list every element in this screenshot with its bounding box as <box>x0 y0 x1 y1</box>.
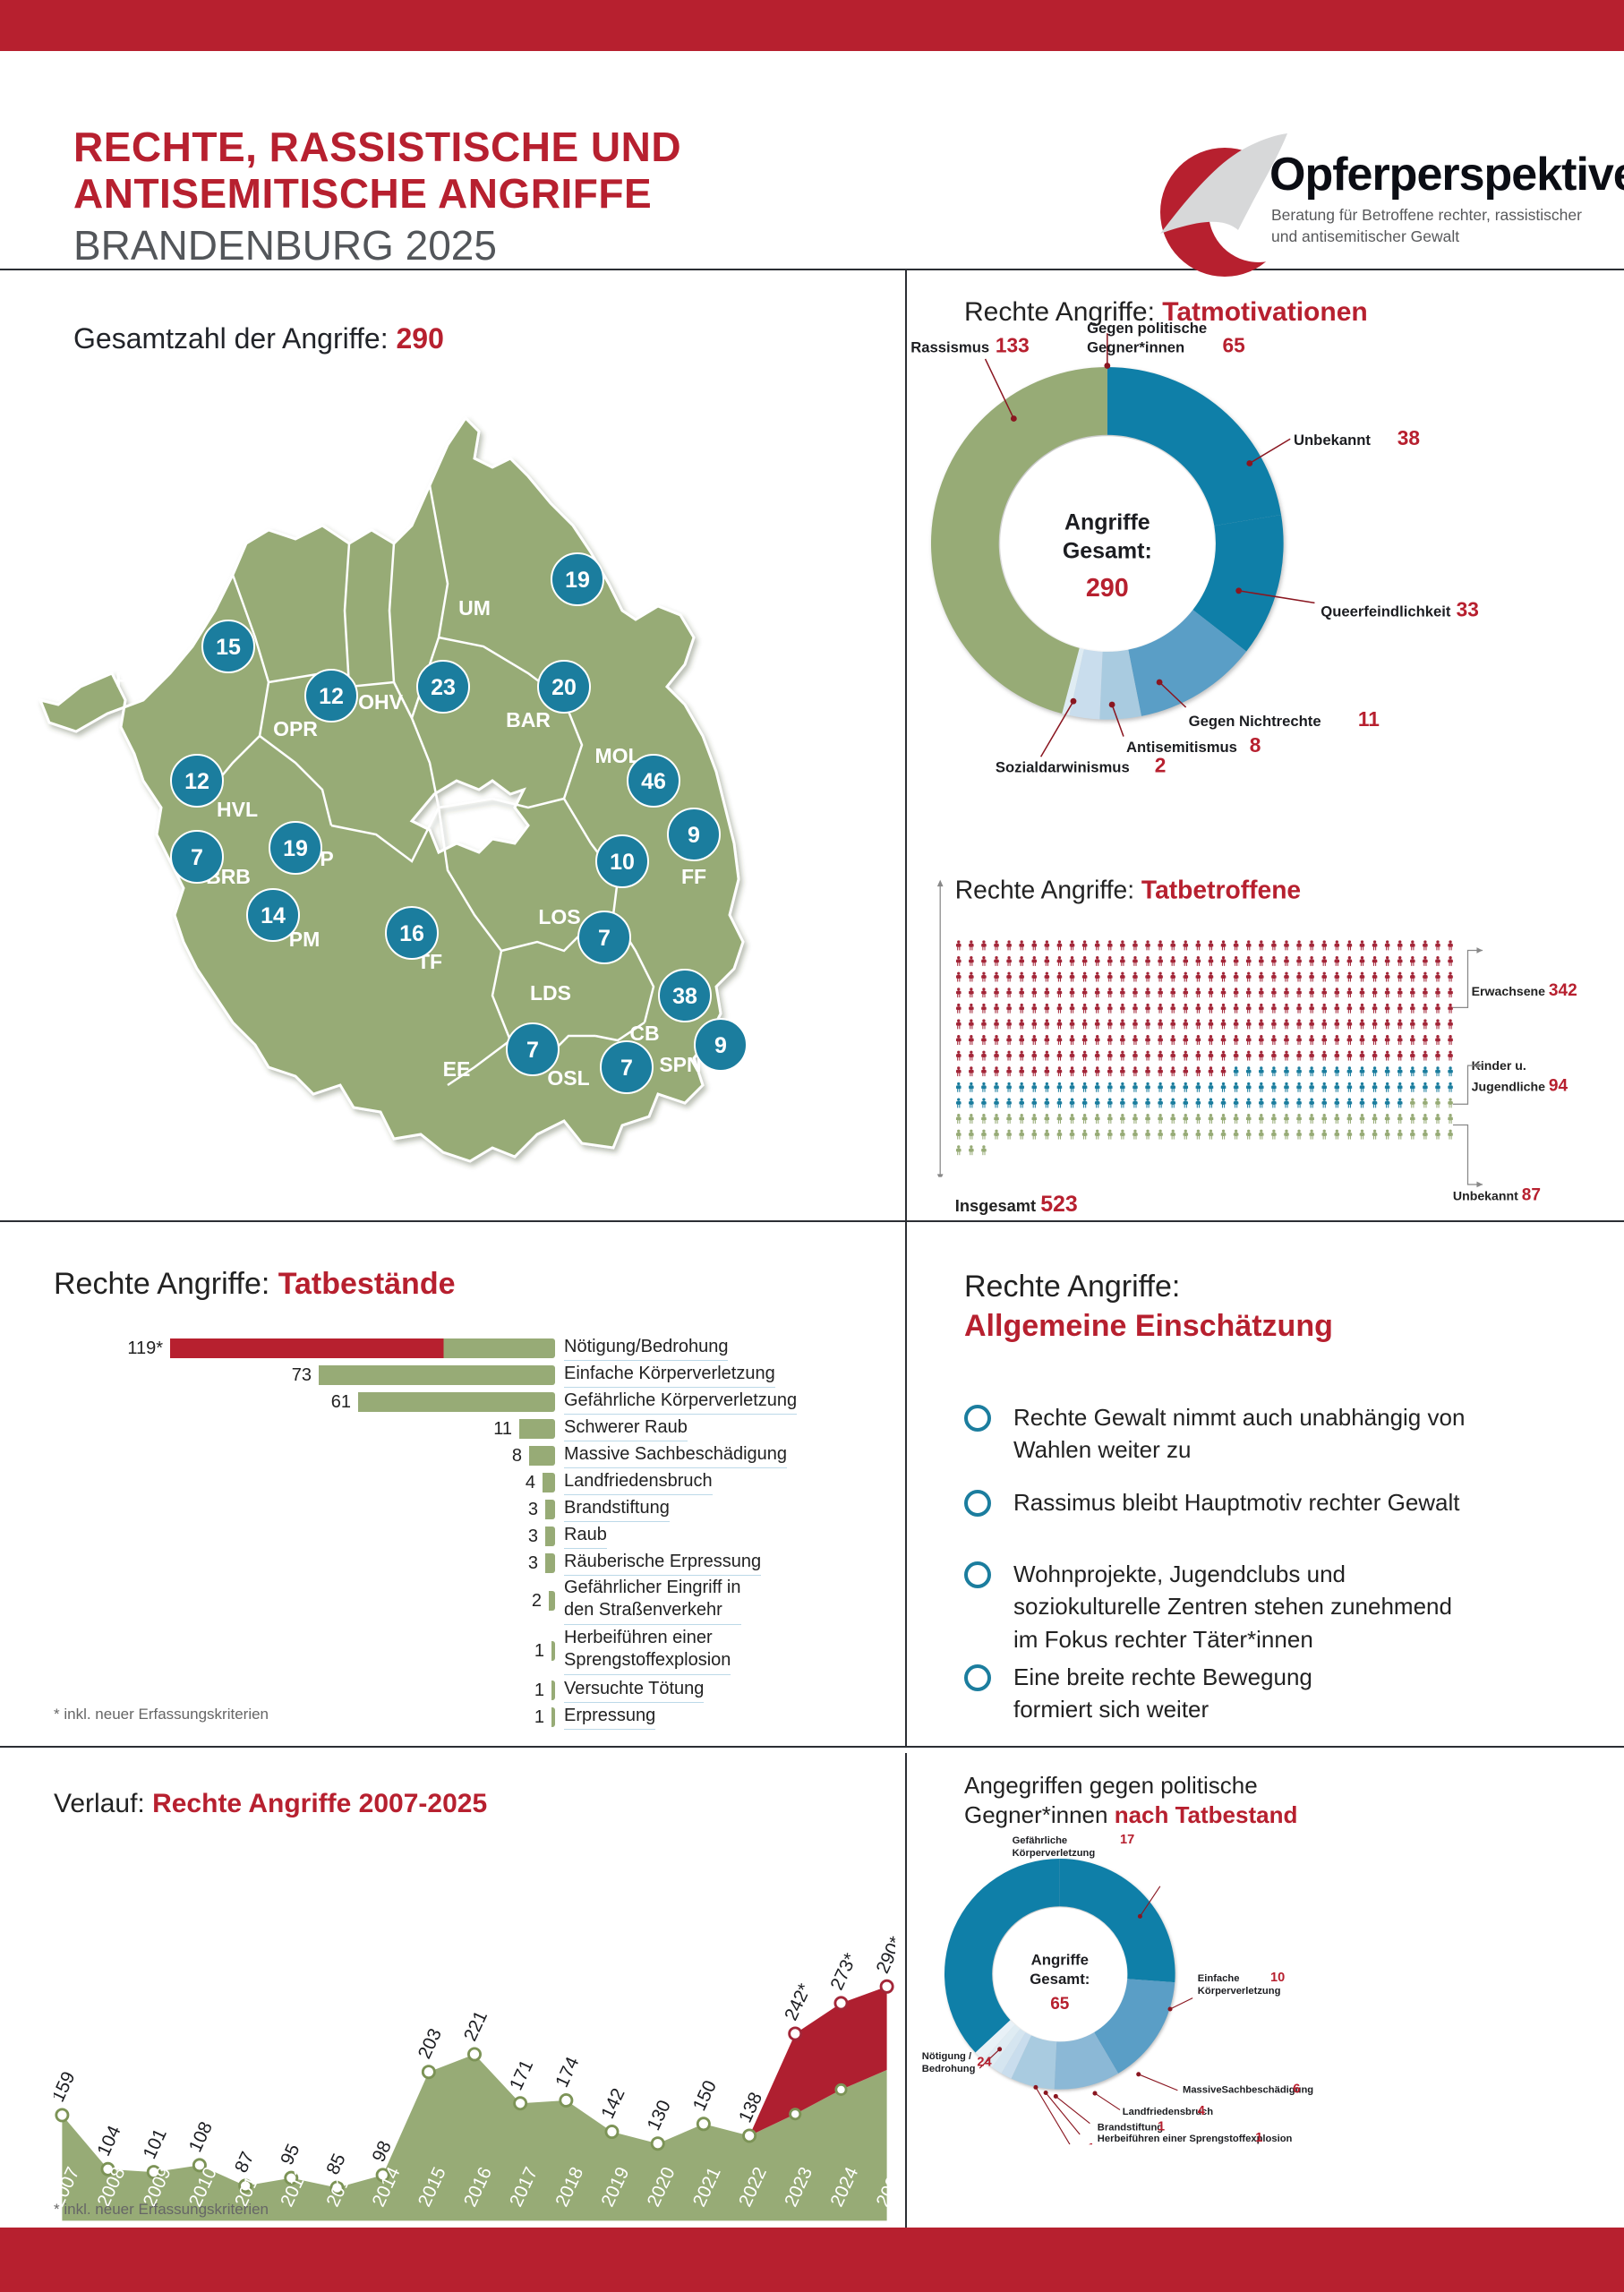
svg-text:EE: EE <box>443 1057 471 1081</box>
svg-text:174: 174 <box>551 2054 583 2091</box>
svg-text:24: 24 <box>977 2055 992 2069</box>
svg-text:LOS: LOS <box>538 905 580 928</box>
svg-text:UM: UM <box>458 596 491 620</box>
svg-text:2: 2 <box>1155 754 1167 777</box>
svg-text:38: 38 <box>1397 426 1420 449</box>
svg-text:19: 19 <box>565 568 590 593</box>
svg-text:OSL: OSL <box>547 1066 589 1090</box>
svg-text:290*: 290* <box>872 1933 895 1976</box>
svg-text:Einfache: Einfache <box>1198 1973 1240 1984</box>
svg-text:20: 20 <box>551 675 577 700</box>
svg-text:Gefährliche: Gefährliche <box>1013 1835 1068 1846</box>
svg-text:Unbekannt: Unbekannt <box>1294 432 1371 449</box>
svg-text:11: 11 <box>1358 707 1380 731</box>
svg-text:1: 1 <box>1158 2120 1165 2134</box>
svg-text:CB: CB <box>629 1022 659 1045</box>
svg-text:6: 6 <box>1293 2082 1300 2097</box>
svg-text:Rassismus: Rassismus <box>910 338 989 355</box>
svg-text:OPR: OPR <box>273 717 318 740</box>
svg-text:8: 8 <box>1250 733 1261 757</box>
svg-text:Nötigung /: Nötigung / <box>922 2051 971 2062</box>
svg-text:9: 9 <box>688 823 700 848</box>
svg-text:23: 23 <box>431 675 456 700</box>
svg-text:17: 17 <box>1120 1834 1134 1847</box>
svg-text:BAR: BAR <box>506 708 551 731</box>
svg-text:SPN: SPN <box>659 1053 701 1076</box>
svg-text:HVL: HVL <box>217 798 258 821</box>
svg-text:104: 104 <box>93 2123 124 2159</box>
svg-text:Antisemitismus: Antisemitismus <box>1126 739 1237 756</box>
svg-text:Gegen politische: Gegen politische <box>1087 320 1207 337</box>
svg-text:PR: PR <box>115 668 144 691</box>
svg-text:159: 159 <box>54 2068 80 2105</box>
svg-text:1: 1 <box>1255 2131 1262 2144</box>
svg-text:142: 142 <box>597 2085 628 2122</box>
svg-text:7: 7 <box>191 845 203 870</box>
svg-text:171: 171 <box>506 2057 537 2093</box>
svg-text:Gegner*innen: Gegner*innen <box>1087 338 1184 355</box>
svg-text:Körperverletzung: Körperverletzung <box>1013 1848 1096 1859</box>
svg-text:290: 290 <box>1086 574 1129 603</box>
svg-text:Brandstiftung: Brandstiftung <box>1098 2123 1163 2134</box>
svg-text:OHV: OHV <box>358 690 404 714</box>
svg-text:65: 65 <box>1050 1995 1070 2014</box>
svg-text:LDS: LDS <box>530 981 571 1005</box>
svg-text:Körperverletzung: Körperverletzung <box>1198 1986 1281 1997</box>
svg-text:65: 65 <box>1223 333 1245 356</box>
svg-text:273*: 273* <box>826 1950 861 1993</box>
svg-text:242*: 242* <box>781 1980 816 2023</box>
svg-text:10: 10 <box>610 850 635 875</box>
svg-text:7: 7 <box>620 1056 633 1081</box>
svg-text:Gesamt:: Gesamt: <box>1030 1971 1090 1988</box>
svg-text:133: 133 <box>996 333 1030 356</box>
svg-text:Herbeiführen einer Sprengstoff: Herbeiführen einer Sprengstoffexplosion <box>1098 2134 1293 2144</box>
svg-text:7: 7 <box>526 1038 539 1063</box>
svg-text:4: 4 <box>1198 2104 1206 2118</box>
svg-text:FF: FF <box>681 865 706 888</box>
svg-text:46: 46 <box>641 769 666 794</box>
svg-text:Gesamt:: Gesamt: <box>1063 538 1152 563</box>
svg-text:Gegen Nichtrechte: Gegen Nichtrechte <box>1189 713 1321 730</box>
svg-text:150: 150 <box>689 2077 721 2114</box>
svg-text:7: 7 <box>598 926 611 951</box>
svg-text:12: 12 <box>184 769 209 794</box>
svg-text:38: 38 <box>672 984 697 1009</box>
svg-text:15: 15 <box>216 635 241 660</box>
svg-text:108: 108 <box>185 2118 217 2155</box>
svg-text:12: 12 <box>319 684 344 709</box>
svg-text:221: 221 <box>460 2007 491 2044</box>
svg-text:95: 95 <box>277 2141 304 2168</box>
svg-text:203: 203 <box>415 2025 446 2062</box>
svg-text:14: 14 <box>261 903 286 928</box>
svg-text:101: 101 <box>139 2125 170 2162</box>
svg-text:Queerfeindlichkeit: Queerfeindlichkeit <box>1321 603 1451 620</box>
svg-text:Sozialdarwinismus: Sozialdarwinismus <box>996 759 1130 776</box>
svg-text:Bedrohung: Bedrohung <box>922 2064 976 2074</box>
svg-text:33: 33 <box>1457 598 1479 621</box>
svg-text:Angriffe: Angriffe <box>1031 1952 1089 1969</box>
svg-text:9: 9 <box>714 1033 727 1058</box>
svg-text:1: 1 <box>1088 2142 1095 2144</box>
svg-text:16: 16 <box>399 921 424 946</box>
svg-text:Angriffe: Angriffe <box>1064 510 1150 535</box>
svg-text:130: 130 <box>643 2097 674 2134</box>
svg-text:10: 10 <box>1270 1971 1285 1985</box>
svg-text:19: 19 <box>283 836 308 861</box>
